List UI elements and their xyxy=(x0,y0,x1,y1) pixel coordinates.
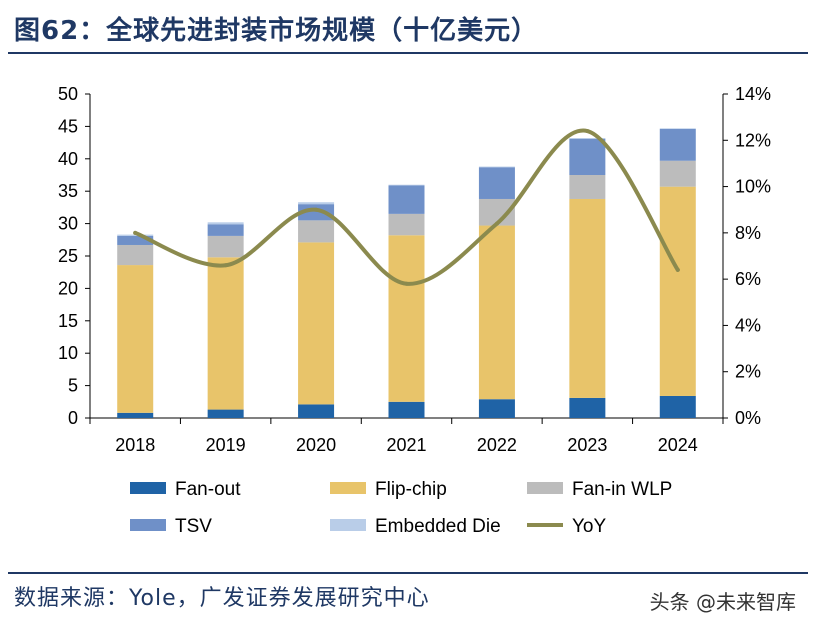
title-divider xyxy=(8,52,808,54)
x-tick-label: 2018 xyxy=(115,435,155,455)
stacked-bar-line-chart: 0 5 10 15 20 25 30 35 40 45 50 0% 2% 4% 6% 8% 10% 12% 14% 2… xyxy=(58,84,771,537)
right-tick-label: 0% xyxy=(735,408,761,428)
yoy-point xyxy=(494,221,499,226)
right-tick-label: 14% xyxy=(735,84,771,104)
yoy-point xyxy=(133,230,138,235)
legend-swatch xyxy=(527,482,563,494)
left-tick-label: 15 xyxy=(58,311,78,331)
left-tick-label: 30 xyxy=(58,214,78,234)
x-tick-label: 2023 xyxy=(567,435,607,455)
left-tick-label: 40 xyxy=(58,149,78,169)
bar-segment-flip-chip xyxy=(659,186,696,396)
left-tick-label: 25 xyxy=(58,246,78,266)
left-tick-label: 35 xyxy=(58,181,78,201)
bar-segment-embedded-die xyxy=(478,166,515,168)
legend-label: Fan-in WLP xyxy=(572,479,672,500)
left-tick-label: 20 xyxy=(58,278,78,298)
bar-segment-fan-out xyxy=(207,409,244,418)
bar-segment-fan-in-wlp xyxy=(117,244,154,266)
bar-segment-fan-out xyxy=(117,412,154,418)
yoy-point xyxy=(585,129,590,134)
x-tick-label: 2019 xyxy=(206,435,246,455)
left-tick-label: 50 xyxy=(58,84,78,104)
footer-divider xyxy=(8,572,808,574)
bar-segment-flip-chip xyxy=(478,225,515,400)
yoy-point xyxy=(223,263,228,268)
left-tick-label: 10 xyxy=(58,343,78,363)
bar-segment-flip-chip xyxy=(298,242,335,405)
right-tick-label: 12% xyxy=(735,130,771,150)
yoy-point xyxy=(675,267,680,272)
bar-segment-fan-in-wlp xyxy=(207,235,244,258)
right-tick-label: 8% xyxy=(735,223,761,243)
legend-swatch xyxy=(330,482,366,494)
left-tick-label: 0 xyxy=(68,408,78,428)
bar-segment-fan-out xyxy=(388,401,425,418)
bar-segment-fan-out xyxy=(478,399,515,418)
bar-segment-tsv xyxy=(478,167,515,199)
left-tick-label: 5 xyxy=(68,376,78,396)
x-tick-label: 2021 xyxy=(386,435,426,455)
legend-label: YoY xyxy=(572,516,606,537)
chart-title: 图62：全球先进封装市场规模（十亿美元） xyxy=(14,16,539,46)
right-tick-label: 4% xyxy=(735,315,761,335)
x-tick-label: 2024 xyxy=(658,435,698,455)
bar-segment-fan-in-wlp xyxy=(298,220,335,243)
left-tick-label: 45 xyxy=(58,116,78,136)
watermark: 头条 @未来智库 xyxy=(645,584,800,617)
bar-segment-embedded-die xyxy=(659,128,696,129)
x-tick-label: 2022 xyxy=(477,435,517,455)
bar-segment-fan-in-wlp xyxy=(659,160,696,187)
legend-swatch xyxy=(130,519,166,531)
bar-segment-fan-out xyxy=(659,395,696,418)
legend-label: TSV xyxy=(175,516,212,537)
bar-segment-flip-chip xyxy=(569,198,606,398)
bar-segment-flip-chip xyxy=(388,235,425,402)
right-tick-label: 2% xyxy=(735,362,761,382)
bar-segment-flip-chip xyxy=(207,257,244,410)
yoy-point xyxy=(404,281,409,286)
bar-segment-fan-in-wlp xyxy=(569,175,606,199)
bar-segment-embedded-die xyxy=(117,234,154,236)
legend-swatch xyxy=(130,482,166,494)
legend-label: Embedded Die xyxy=(375,516,501,537)
bar-segment-embedded-die xyxy=(388,184,425,186)
legend-label: Fan-out xyxy=(175,479,241,500)
right-tick-label: 6% xyxy=(735,269,761,289)
bar-segment-tsv xyxy=(659,128,696,161)
bar-segment-tsv xyxy=(388,185,425,214)
bar-segment-fan-out xyxy=(569,397,606,418)
bar-segment-fan-in-wlp xyxy=(388,213,425,236)
bar-segment-embedded-die xyxy=(207,222,244,225)
legend-label: Flip-chip xyxy=(375,479,447,500)
bar-segment-fan-out xyxy=(298,404,335,418)
bar-segment-embedded-die xyxy=(569,138,606,139)
bar-segment-embedded-die xyxy=(298,202,335,205)
bar-segment-tsv xyxy=(569,138,606,175)
right-tick-label: 10% xyxy=(735,177,771,197)
bar-segment-tsv xyxy=(298,204,335,221)
bar-segment-tsv xyxy=(117,235,154,245)
bar-segment-tsv xyxy=(207,224,244,236)
yoy-point xyxy=(314,207,319,212)
legend-swatch xyxy=(330,519,366,531)
x-tick-label: 2020 xyxy=(296,435,336,455)
source-note: 数据来源：Yole，广发证券发展研究中心 xyxy=(14,586,430,611)
bar-segment-flip-chip xyxy=(117,265,154,413)
